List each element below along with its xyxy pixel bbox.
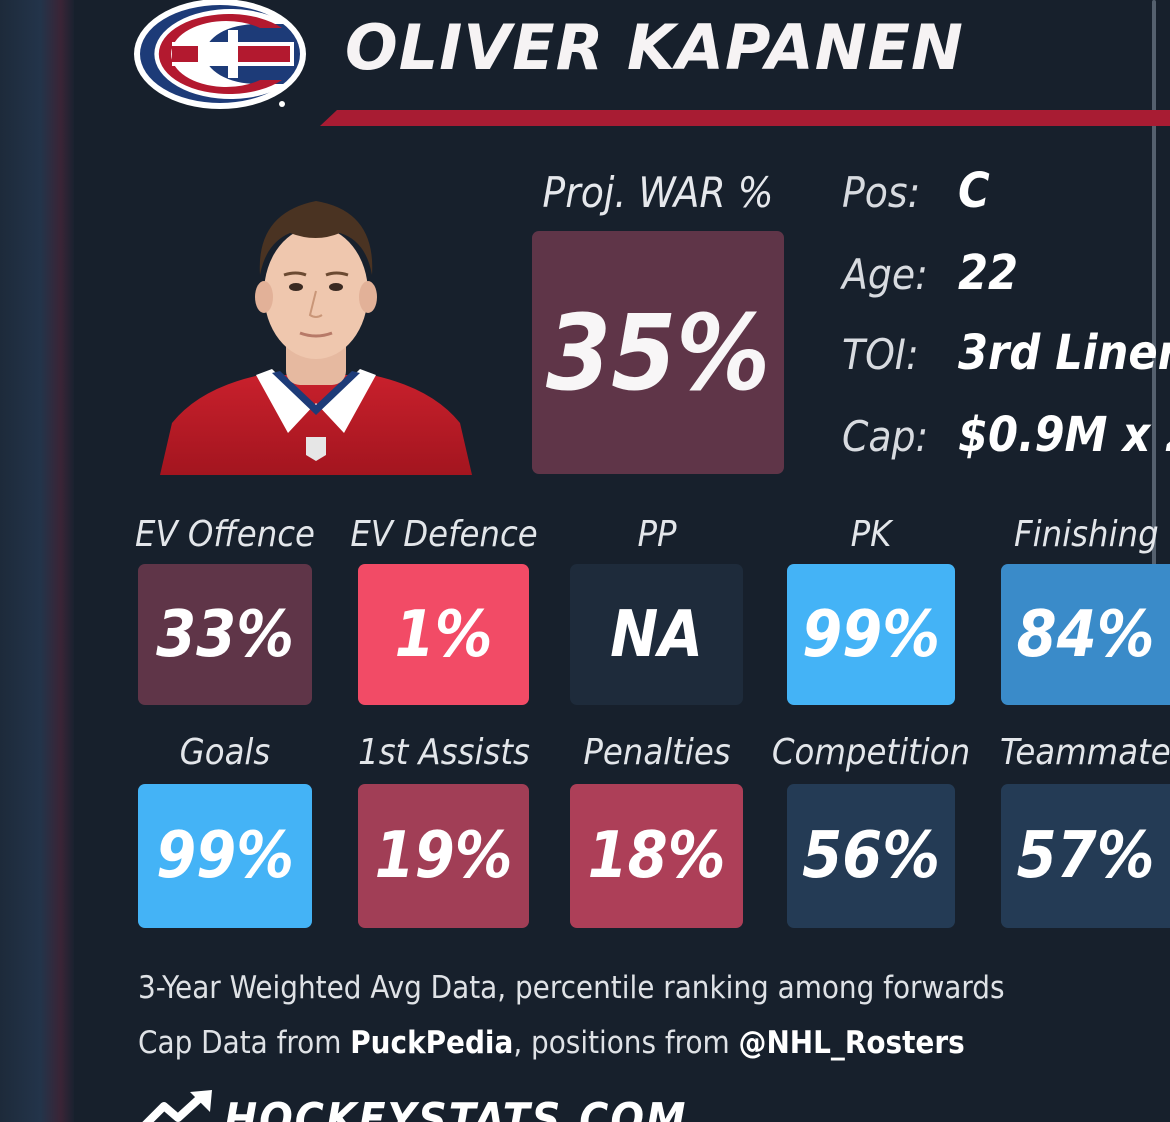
first-assists-value: 19%: [374, 819, 513, 893]
hockeystats-brand[interactable]: HOCKEYSTATS.COM: [138, 1088, 738, 1122]
ev-defence-box: 1%: [358, 564, 529, 705]
finishing-label: Finishing: [1014, 514, 1159, 555]
canadiens-logo-icon: [134, 0, 306, 109]
trend-arrow-icon: [142, 1090, 212, 1122]
footer-sources: Cap Data from PuckPedia, positions from …: [138, 1023, 965, 1063]
pk-label: PK: [850, 514, 892, 555]
pp-value: NA: [610, 597, 703, 672]
penalties-label: Penalties: [583, 732, 731, 773]
cap-value: $0.9M x 2: [958, 407, 1170, 463]
proj-war-value: 35%: [546, 291, 770, 414]
goals-box: 99%: [138, 784, 312, 928]
age-label: Age:: [842, 250, 928, 299]
puckpedia-link[interactable]: PuckPedia: [350, 1025, 514, 1061]
ev-offence-box: 33%: [138, 564, 312, 705]
proj-war-box: 35%: [532, 231, 784, 474]
pk-box: 99%: [787, 564, 955, 705]
pp-box: NA: [570, 564, 743, 705]
ev-defence-value: 1%: [394, 597, 493, 672]
teammates-box: 57%: [1001, 784, 1170, 928]
competition-box: 56%: [787, 784, 955, 928]
teammates-value: 57%: [1016, 819, 1155, 893]
goals-value: 99%: [156, 819, 294, 893]
title-underline-bar: [320, 110, 1170, 126]
footer-data-note: 3-Year Weighted Avg Data, percentile ran…: [138, 970, 1005, 1006]
penalties-box: 18%: [570, 784, 743, 928]
finishing-box: 84%: [1001, 564, 1170, 705]
finishing-value: 84%: [1016, 597, 1155, 672]
first-assists-label: 1st Assists: [358, 732, 530, 773]
toi-label: TOI:: [842, 330, 919, 379]
pp-label: PP: [637, 514, 677, 555]
ev-offence-label: EV Offence: [135, 514, 315, 555]
proj-war-label: Proj. WAR %: [542, 168, 774, 217]
ev-offence-value: 33%: [156, 597, 294, 672]
nhl-rosters-handle[interactable]: @NHL_Rosters: [738, 1025, 965, 1061]
left-decorative-strip: [0, 0, 74, 1122]
first-assists-box: 19%: [358, 784, 529, 928]
goals-label: Goals: [179, 732, 271, 773]
competition-label: Competition: [771, 732, 971, 773]
position-value: C: [958, 163, 990, 219]
ev-defence-label: EV Defence: [350, 514, 538, 555]
footer-middle: , positions from: [513, 1025, 739, 1061]
player-name-title: OLIVER KAPANEN: [345, 11, 964, 84]
brand-text: HOCKEYSTATS.COM: [224, 1094, 688, 1122]
cap-label: Cap:: [842, 412, 929, 461]
scrollbar-line: [1152, 0, 1156, 605]
penalties-value: 18%: [587, 819, 726, 893]
toi-value: 3rd Liner: [958, 325, 1170, 381]
competition-value: 56%: [802, 819, 940, 893]
footer-prefix: Cap Data from: [138, 1025, 351, 1061]
teammates-label: Teammates: [1000, 732, 1170, 773]
position-label: Pos:: [842, 168, 921, 217]
player-headshot: [160, 201, 472, 475]
pk-value: 99%: [802, 597, 940, 672]
age-value: 22: [958, 245, 1019, 301]
